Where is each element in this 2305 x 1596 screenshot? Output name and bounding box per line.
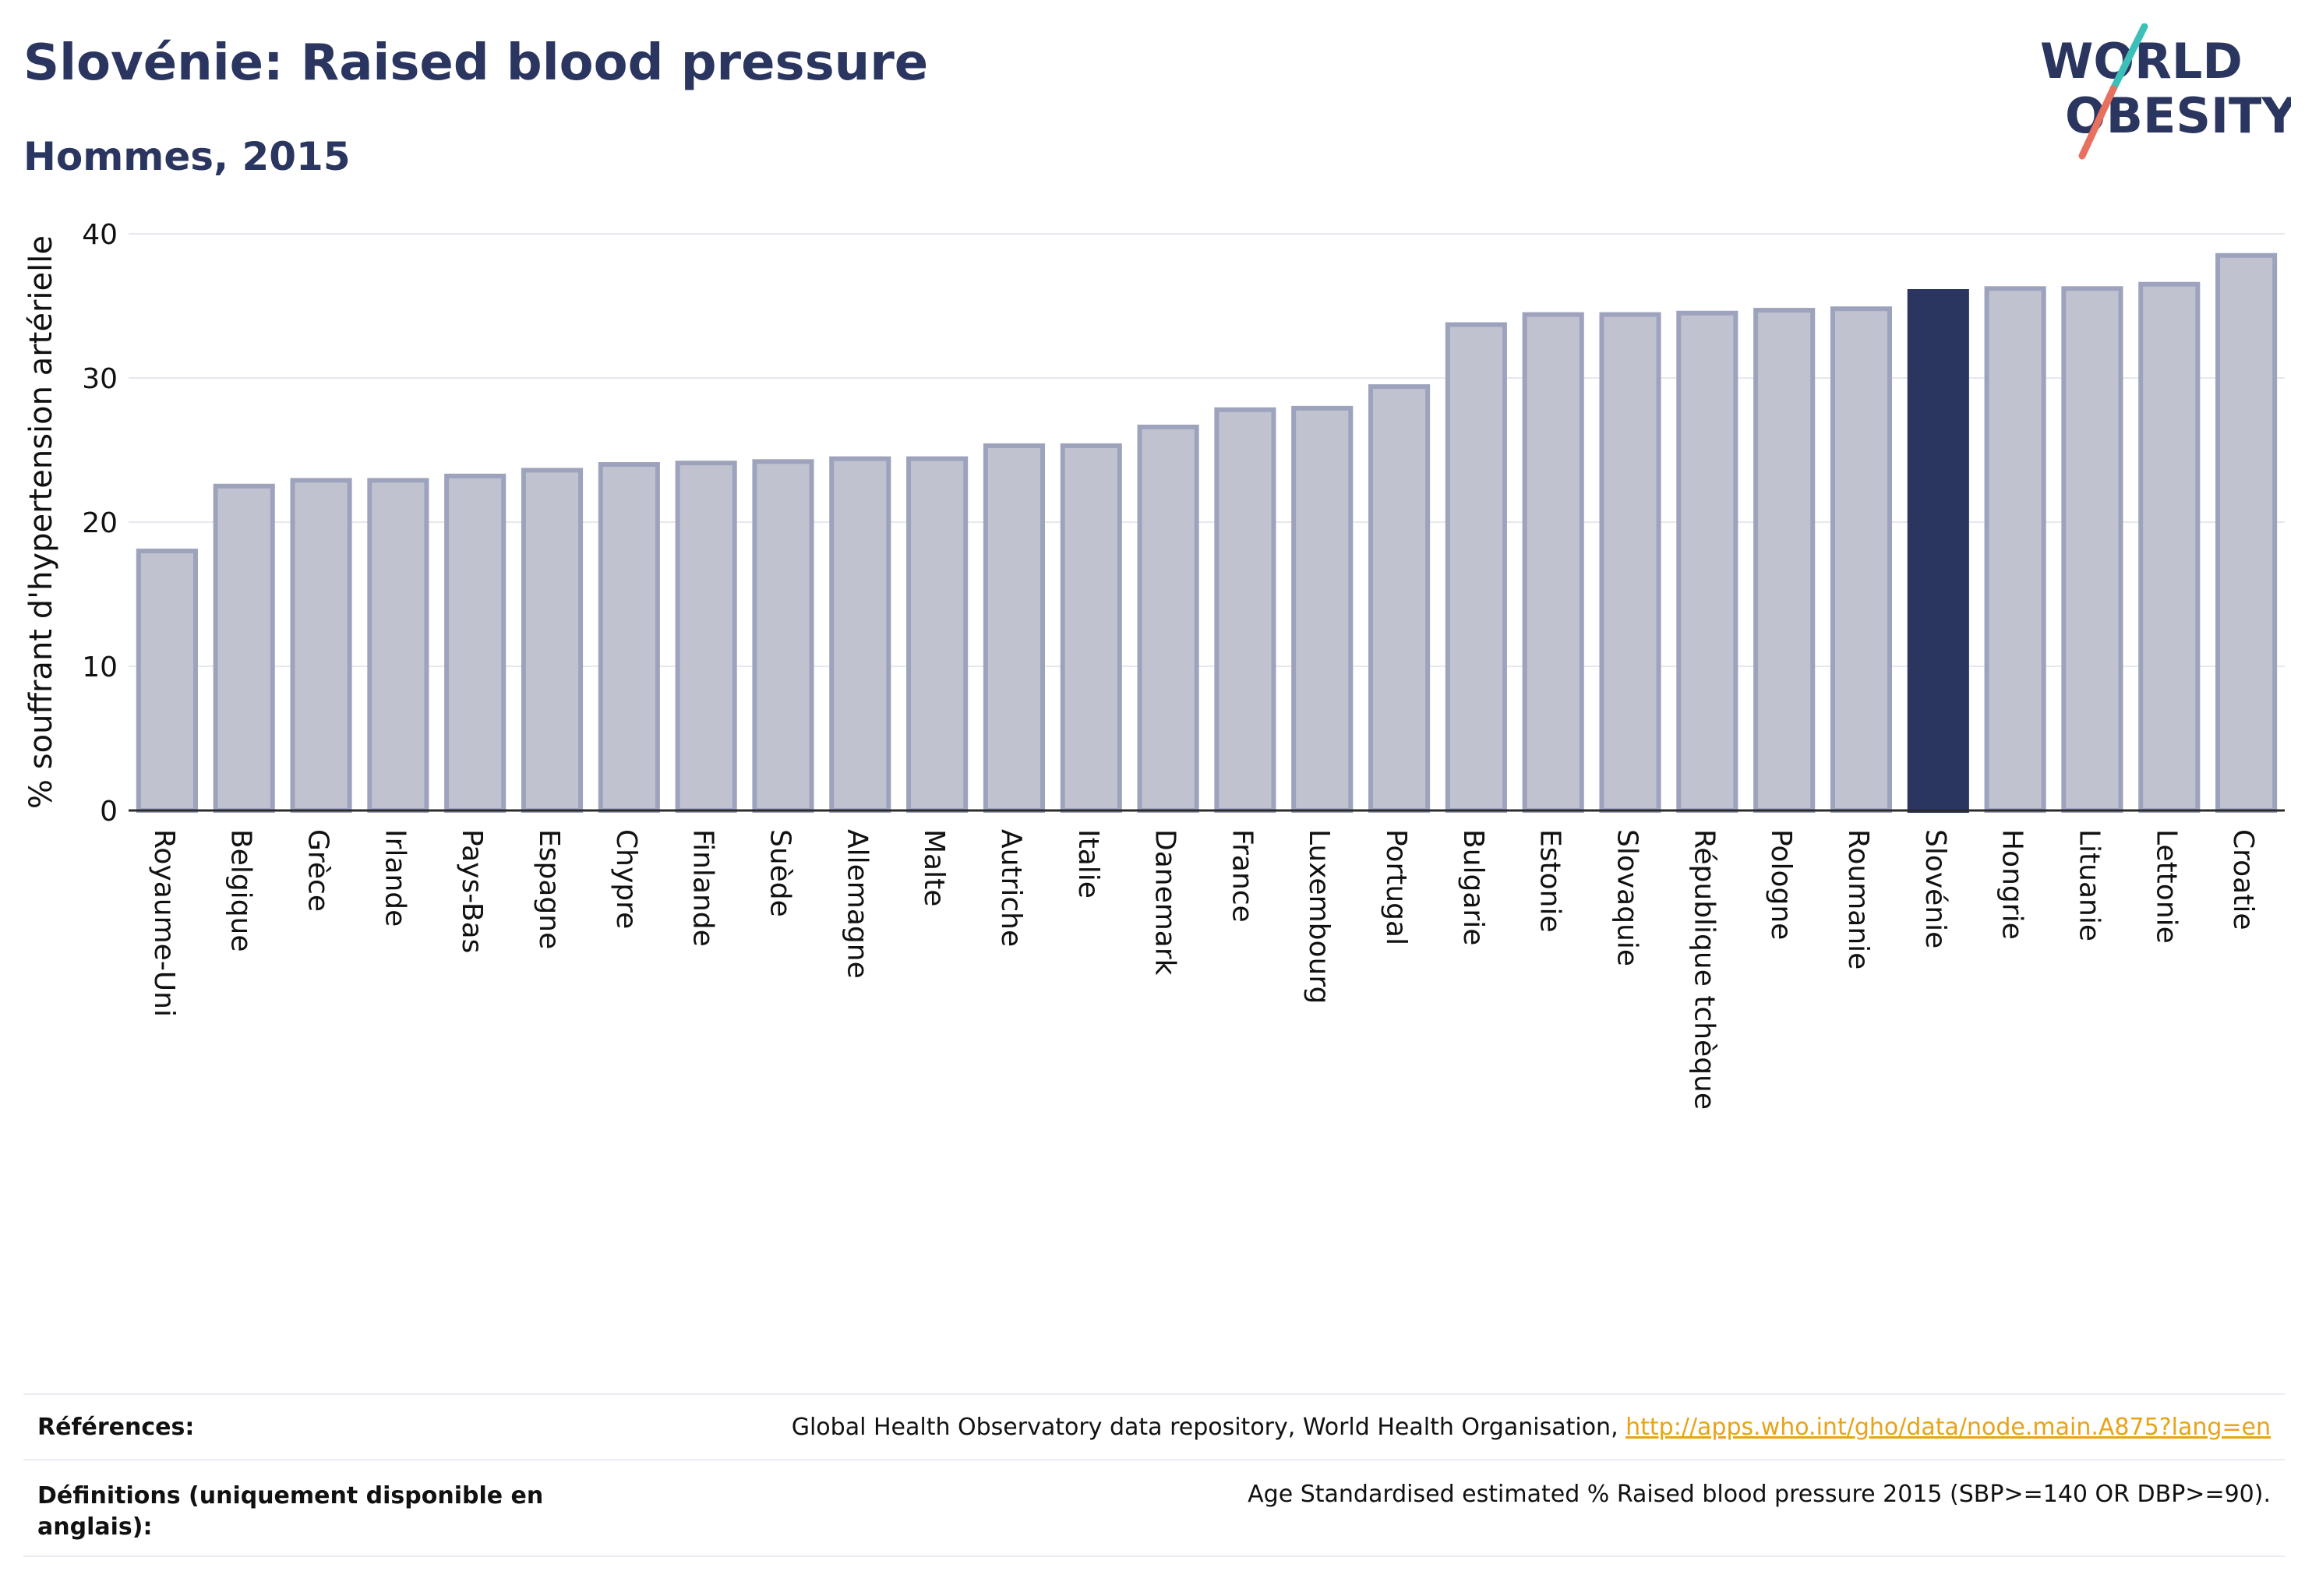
- bar: [136, 549, 198, 813]
- x-tick-label: Royaume-Uni: [148, 829, 180, 1017]
- x-tick-label: Grèce: [302, 829, 334, 912]
- x-tick-label: Pologne: [1765, 829, 1797, 940]
- y-tick-label: 20: [82, 507, 118, 539]
- x-tick-label: Autriche: [995, 829, 1027, 947]
- logo-line1: WORLD: [2040, 33, 2243, 90]
- definitions-label-line1: Définitions (uniquement disponible en: [37, 1482, 544, 1509]
- x-tick-label: Bulgarie: [1457, 829, 1489, 945]
- x-tick-label: Slovénie: [1919, 829, 1951, 948]
- bar: [2215, 252, 2278, 813]
- x-tick-label: Danemark: [1149, 829, 1181, 976]
- bar: [290, 478, 352, 813]
- x-tick-label: Suède: [764, 829, 796, 917]
- x-tick-labels: Royaume-Uni Belgique Grèce Irlande Pays-Bas E…: [148, 829, 2259, 1110]
- x-tick-label: Lituanie: [2073, 829, 2105, 941]
- y-tick-label: 30: [82, 363, 118, 395]
- x-tick-label: Finlande: [687, 829, 719, 947]
- bar: [1676, 310, 1738, 813]
- y-tick-labels: 0 10 20 30 40: [82, 219, 118, 828]
- bar: [1060, 443, 1122, 813]
- x-tick-label: Chypre: [610, 829, 642, 929]
- y-tick-label: 0: [100, 796, 118, 828]
- definitions-label: Définitions (uniquement disponible en an…: [37, 1481, 543, 1543]
- x-tick-label: Estonie: [1534, 829, 1566, 933]
- x-tick-label: Hongrie: [1996, 829, 2028, 940]
- bar: [1522, 312, 1584, 814]
- references-label: Références:: [37, 1414, 195, 1441]
- x-tick-label: Slovaquie: [1611, 829, 1643, 966]
- bar: [367, 478, 429, 813]
- x-tick-label: Irlande: [379, 829, 411, 927]
- logo-slash-top-icon: [2109, 23, 2148, 93]
- bar: [675, 461, 737, 814]
- references-link[interactable]: http://apps.who.int/gho/data/node.main.A…: [1626, 1414, 2271, 1441]
- chart-title: Slovénie: Raised blood pressure: [23, 34, 929, 92]
- bar-highlighted: [1907, 289, 1969, 813]
- chart-subtitle: Hommes, 2015: [23, 134, 351, 179]
- x-tick-label: Croatie: [2227, 829, 2259, 930]
- bar: [983, 443, 1046, 813]
- bars: [136, 252, 2278, 814]
- bar: [444, 473, 507, 813]
- world-obesity-logo: WORLD OBESITY: [2040, 23, 2291, 160]
- bar: [2138, 281, 2201, 813]
- bar: [213, 483, 275, 813]
- logo-slash-bottom-icon: [2078, 85, 2117, 160]
- bar: [829, 456, 891, 813]
- y-tick-label: 10: [82, 651, 118, 683]
- x-tick-label: Belgique: [225, 829, 257, 952]
- definitions-label-line2: anglais):: [37, 1513, 153, 1541]
- definitions-value: Age Standardised estimated % Raised bloo…: [1248, 1481, 2271, 1508]
- bar: [598, 462, 660, 813]
- bar: [1368, 384, 1431, 814]
- y-axis-title: % souffrant d'hypertension artérielle: [23, 235, 59, 809]
- x-tick-label: France: [1226, 829, 1258, 923]
- bar: [752, 459, 814, 813]
- bar: [1445, 322, 1507, 813]
- bar: [1599, 312, 1661, 814]
- bar: [1984, 286, 2046, 813]
- x-tick-label: Allemagne: [841, 829, 873, 979]
- bar: [1291, 405, 1354, 813]
- bar: [2061, 286, 2123, 813]
- y-tick-label: 40: [82, 219, 118, 251]
- bar: [1214, 407, 1276, 813]
- bar-chart: 0 10 20 30 40 Royaume-Uni Belgique Grèce Irland…: [23, 219, 2285, 1110]
- x-tick-label: République tchèque: [1688, 829, 1720, 1110]
- footer-bottom-border: [23, 1555, 2285, 1557]
- footer-definitions-row: Définitions (uniquement disponible en an…: [23, 1459, 2285, 1557]
- references-value: Global Health Observatory data repositor…: [792, 1414, 2271, 1441]
- bar: [906, 456, 969, 813]
- references-text: Global Health Observatory data repositor…: [791, 1414, 1626, 1441]
- x-tick-label: Portugal: [1380, 829, 1412, 945]
- x-tick-label: Espagne: [533, 829, 565, 949]
- x-tick-label: Italie: [1072, 829, 1104, 899]
- x-tick-label: Luxembourg: [1303, 829, 1335, 1004]
- bar: [1753, 308, 1816, 813]
- bar: [1137, 424, 1199, 814]
- x-tick-label: Malte: [918, 829, 950, 906]
- x-tick-label: Lettonie: [2150, 829, 2182, 944]
- x-tick-label: Roumanie: [1842, 829, 1874, 969]
- footer-references-row: Références: Global Health Observatory da…: [23, 1393, 2285, 1459]
- bar: [521, 468, 584, 814]
- bar: [1830, 306, 1893, 813]
- x-tick-label: Pays-Bas: [456, 829, 488, 953]
